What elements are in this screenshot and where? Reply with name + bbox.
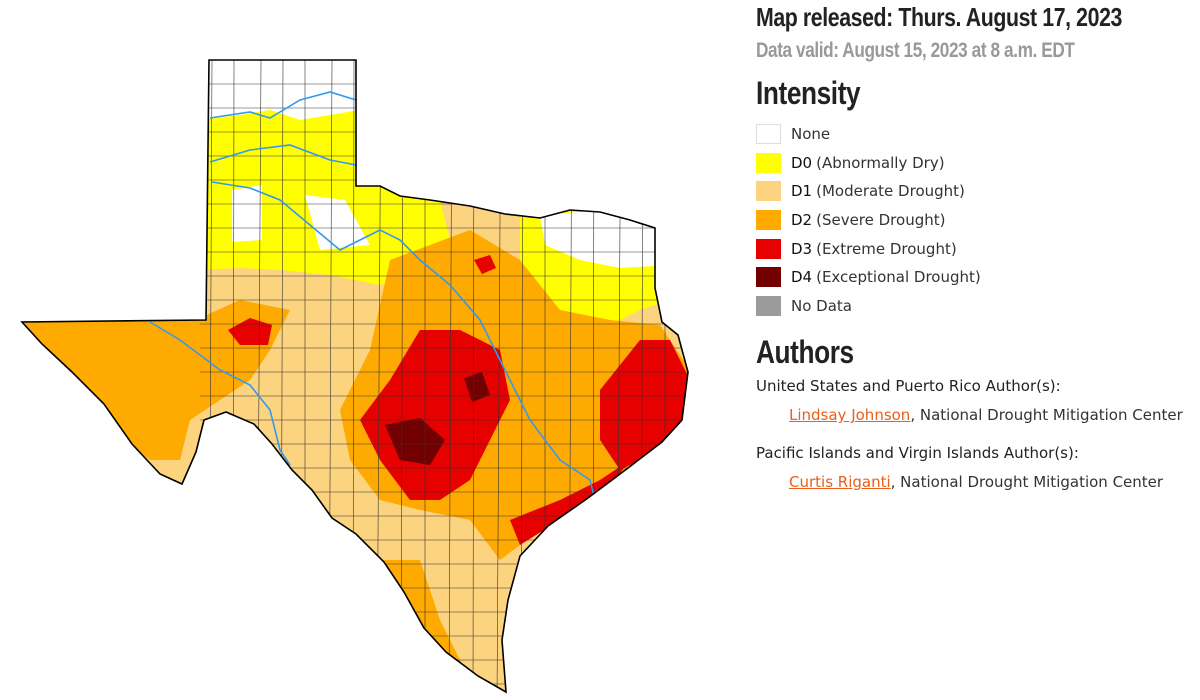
legend-title: Intensity (756, 75, 861, 111)
legend-item: D2 (Severe Drought) (756, 206, 1200, 235)
legend-label: (Severe Drought) (816, 211, 946, 230)
author-org: , National Drought Mitigation Center (910, 406, 1183, 425)
author-entry: Curtis Riganti, National Drought Mitigat… (789, 473, 1200, 491)
author-link[interactable]: Lindsay Johnson (789, 406, 911, 425)
none-west (232, 185, 370, 250)
authors-title: Authors (756, 334, 854, 371)
map-released: Map released: Thurs. August 17, 2023 (756, 2, 1122, 32)
none-panhandle (200, 60, 370, 120)
legend-item: D4 (Exceptional Drought) (756, 263, 1200, 292)
author-group-heading: United States and Puerto Rico Author(s): (756, 377, 1061, 396)
legend-label: (Extreme Drought) (816, 239, 957, 258)
d2-west (22, 300, 290, 460)
legend-swatch (756, 267, 781, 288)
legend-label: (Abnormally Dry) (816, 153, 945, 172)
legend-code: D0 (791, 153, 813, 172)
legend-item: D1 (Moderate Drought) (756, 177, 1200, 206)
legend-swatch (756, 238, 781, 259)
author-entry: Lindsay Johnson, National Drought Mitiga… (789, 406, 1200, 424)
legend-swatch (756, 124, 781, 145)
legend-swatch (756, 295, 781, 316)
legend-label: (Exceptional Drought) (816, 268, 981, 287)
d4-central (385, 372, 490, 465)
legend-label: (Moderate Drought) (816, 182, 965, 201)
legend-swatch (756, 210, 781, 231)
author-link[interactable]: Curtis Riganti (789, 473, 891, 492)
data-valid: Data valid: August 15, 2023 at 8 a.m. ED… (756, 39, 1075, 62)
legend-item: D3 (Extreme Drought) (756, 234, 1200, 263)
d3-north (474, 255, 496, 274)
authors-list: United States and Puerto Rico Author(s):… (756, 377, 1200, 491)
author-group-heading: Pacific Islands and Virgin Islands Autho… (756, 444, 1079, 463)
info-panel: Map released: Thurs. August 17, 2023 Dat… (756, 0, 1200, 491)
legend-label: No Data (791, 296, 852, 315)
d3-west (228, 318, 272, 345)
legend-swatch (756, 152, 781, 173)
legend-code: D3 (791, 239, 813, 258)
legend-item: D0 (Abnormally Dry) (756, 149, 1200, 178)
d3-central (360, 330, 510, 500)
legend-code: D4 (791, 268, 813, 287)
texas-drought-map (21, 59, 689, 693)
author-org: , National Drought Mitigation Center (890, 473, 1164, 492)
legend: None D0 (Abnormally Dry) D1 (Moderate Drough… (756, 120, 1200, 320)
legend-item: No Data (756, 292, 1200, 321)
legend-label: None (791, 125, 831, 144)
legend-code: D2 (791, 211, 813, 230)
legend-swatch (756, 181, 781, 202)
legend-item: None (756, 120, 1200, 149)
legend-code: D1 (791, 182, 813, 201)
rivers (149, 91, 596, 501)
